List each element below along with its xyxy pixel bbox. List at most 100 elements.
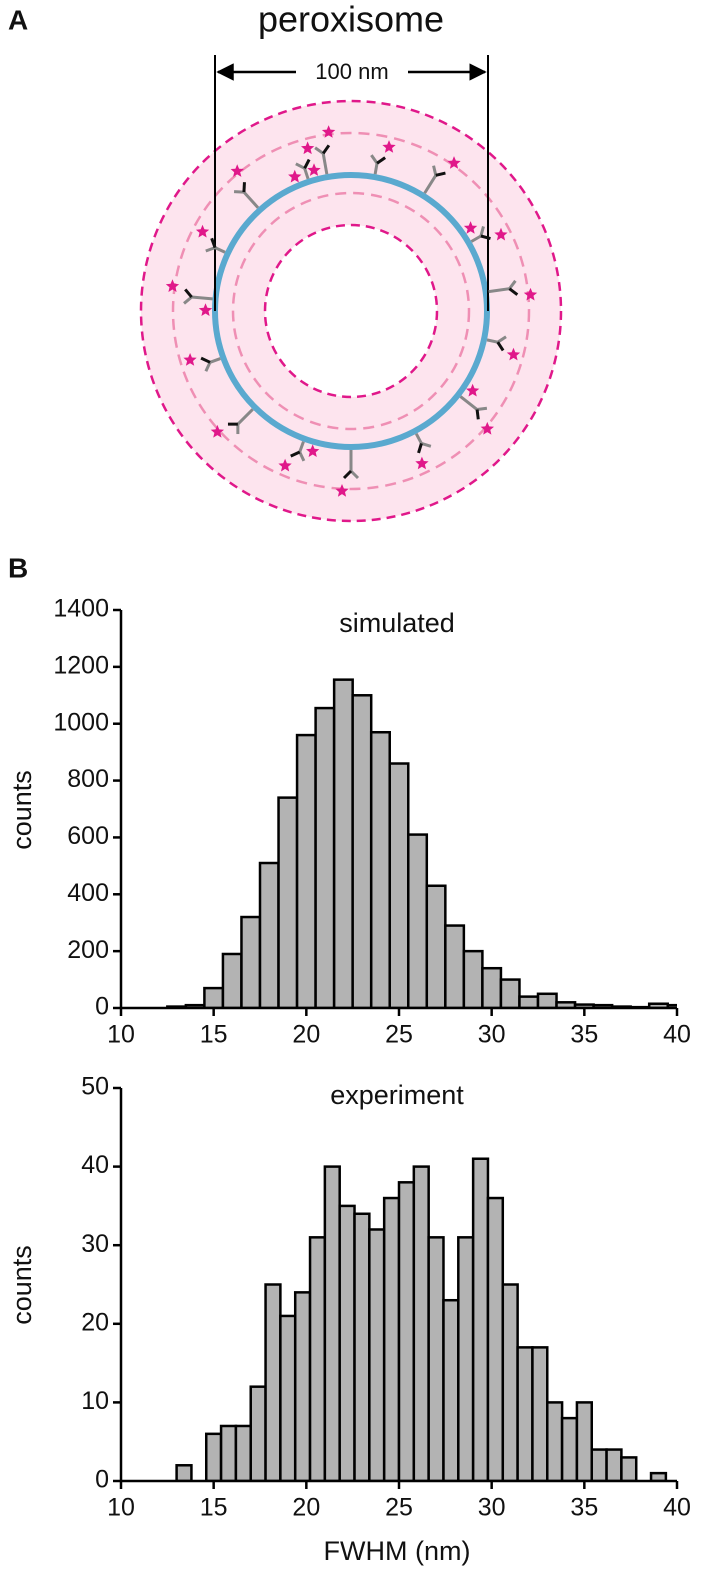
fluorophore — [288, 169, 302, 183]
y-tick-label: 0 — [95, 1466, 109, 1494]
antibody — [459, 395, 479, 411]
bar — [277, 796, 299, 1008]
antibody — [298, 441, 305, 453]
y-axis-label: counts — [7, 770, 37, 850]
fluorophore — [466, 383, 480, 397]
bar — [351, 694, 373, 1008]
outer-ring — [139, 99, 563, 523]
antibody-arm — [200, 356, 211, 364]
antibody-arm — [295, 162, 306, 170]
fluorophore — [382, 140, 396, 153]
bar — [457, 1236, 475, 1481]
antibody-arm — [183, 295, 193, 305]
x-axis-label: FWHM (nm) — [324, 1536, 471, 1566]
y-tick-label: 1400 — [53, 595, 109, 623]
bars — [166, 678, 677, 1008]
antibody — [303, 167, 310, 180]
bar — [308, 1236, 327, 1481]
fluorophore — [335, 484, 349, 497]
bar — [605, 1448, 623, 1481]
x-tick-label: 20 — [292, 1494, 320, 1522]
bar — [264, 1283, 282, 1481]
antibody-arm — [376, 156, 387, 165]
bar — [369, 730, 391, 1008]
y-tick-label: 1200 — [53, 651, 109, 679]
y-tick-label: 30 — [81, 1230, 109, 1258]
antibody-arm — [184, 288, 193, 299]
bar — [546, 1401, 564, 1481]
antibody-arm — [349, 469, 360, 480]
antibody-arm — [303, 158, 311, 170]
fluorophore — [307, 163, 321, 176]
fluorophore — [183, 353, 197, 366]
fluorophore — [306, 444, 320, 457]
bar — [444, 924, 466, 1008]
y-tick-label: 1000 — [53, 708, 109, 736]
antibody-arm — [370, 154, 379, 165]
antibody-arm — [233, 190, 245, 194]
antibody-arm — [298, 451, 306, 462]
x-tick-label: 10 — [107, 1494, 135, 1522]
bar — [412, 1165, 430, 1481]
y-tick-label: 20 — [81, 1308, 109, 1336]
ring — [171, 131, 531, 491]
fluorophore — [210, 424, 224, 438]
antibody-arm — [420, 442, 432, 448]
bar — [314, 706, 336, 1008]
x-tick-label: 35 — [570, 1494, 598, 1522]
bar — [295, 733, 317, 1008]
bar — [575, 1401, 593, 1481]
fluorophore — [278, 458, 292, 472]
bar — [518, 995, 540, 1008]
fluorophore — [301, 141, 315, 155]
bar — [649, 1471, 668, 1481]
bar — [382, 1196, 401, 1481]
antibody-arm — [242, 182, 246, 193]
y-tick-label: 40 — [81, 1151, 109, 1179]
antibody — [236, 408, 254, 426]
bar — [249, 1385, 267, 1481]
bar — [388, 762, 410, 1008]
ring — [231, 191, 471, 431]
antibody — [423, 174, 438, 194]
antibody-arm — [508, 279, 517, 290]
antibody — [242, 191, 260, 209]
panel-label: A — [8, 4, 28, 35]
bar — [442, 1298, 460, 1481]
bar — [293, 1291, 312, 1481]
bar — [516, 1346, 534, 1481]
fluorophore — [506, 347, 521, 361]
bar — [221, 952, 243, 1008]
fluorophore — [195, 224, 210, 238]
fluorophore — [523, 287, 538, 301]
antibody-arm — [508, 287, 519, 296]
bar — [353, 1212, 371, 1481]
fluorophore — [463, 221, 478, 234]
antibody-arm — [342, 469, 353, 480]
bar — [203, 986, 225, 1008]
scale-label: 100 nm — [315, 59, 388, 84]
bar — [620, 1456, 638, 1481]
antibody-arm — [290, 450, 301, 458]
fluorophore — [230, 164, 244, 177]
bar — [499, 978, 521, 1008]
chart-title: simulated — [339, 608, 455, 638]
antibody-arm — [496, 335, 507, 344]
fluorophore — [447, 156, 461, 169]
antibody-arm — [435, 171, 446, 177]
y-axis-label: counts — [7, 1245, 37, 1325]
peroxisome-diagram: 100 nm — [139, 55, 563, 523]
antibody-arm — [205, 246, 216, 253]
bar — [531, 1346, 549, 1481]
antibody — [373, 163, 379, 175]
bar — [560, 1416, 579, 1481]
bar — [407, 833, 429, 1008]
y-tick-label: 200 — [67, 936, 109, 964]
x-tick-label: 35 — [570, 1021, 598, 1049]
antibody-arm — [432, 165, 438, 176]
antibody-arm — [475, 409, 480, 420]
antibody — [414, 433, 423, 445]
x-tick-label: 15 — [200, 1494, 228, 1522]
antibody — [214, 246, 226, 254]
